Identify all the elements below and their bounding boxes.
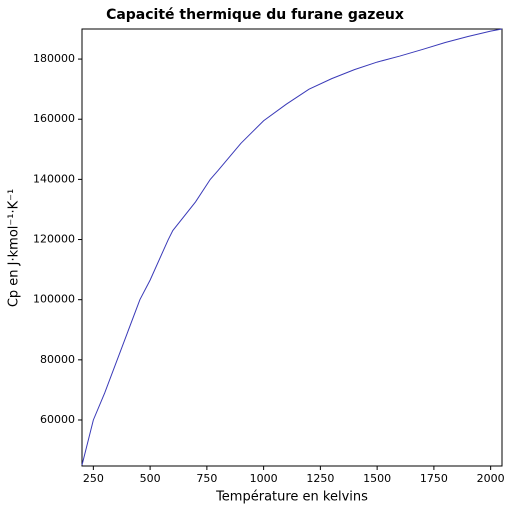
x-axis-label: Température en kelvins [215,490,368,505]
y-tick-label: 60000 [40,413,75,426]
y-tick-label: 160000 [33,112,75,125]
x-tick-label: 500 [140,472,161,485]
x-tick-label: 750 [196,472,217,485]
y-tick-label: 80000 [40,353,75,366]
x-tick-label: 250 [83,472,104,485]
y-tick-label: 100000 [33,293,75,306]
x-tick-label: 1750 [420,472,448,485]
x-tick-label: 1000 [250,472,278,485]
chart-title: Capacité thermique du furane gazeux [106,7,404,23]
y-axis-label: Cp en J·kmol⁻¹·K⁻¹ [7,189,22,307]
y-tick-label: 180000 [33,52,75,65]
data-line [81,28,503,466]
x-tick-label: 1250 [306,472,334,485]
y-tick-label: 120000 [33,233,75,246]
plot-frame [81,28,503,467]
x-tick-label: 1500 [363,472,391,485]
y-tick-label: 140000 [33,172,75,185]
x-tick-label: 2000 [477,472,505,485]
